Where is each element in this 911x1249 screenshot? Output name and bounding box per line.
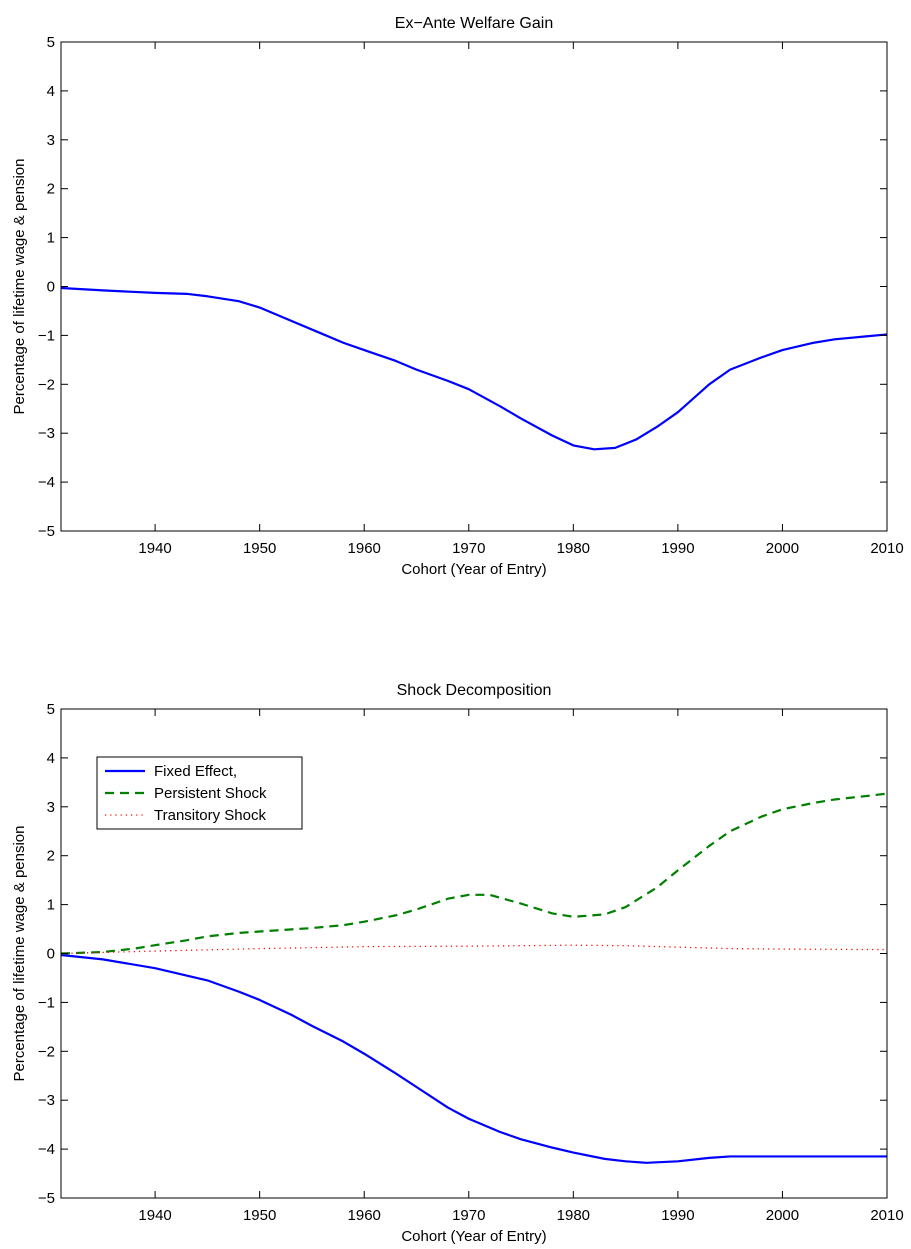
legend: Fixed Effect, Persistent Shock Transitory … <box>96 756 303 830</box>
x-tick-label: 1950 <box>243 1207 276 1224</box>
y-tick-label: 3 <box>47 132 55 149</box>
x-tick-label: 1990 <box>661 540 694 557</box>
x-tick-label: 1960 <box>348 540 381 557</box>
y-tick-label: 4 <box>47 750 55 767</box>
y-tick-label: −3 <box>38 1092 55 1109</box>
y-axis-label: Percentage of lifetime wage & pension <box>11 826 28 1082</box>
y-tick-label: −5 <box>38 1190 55 1207</box>
y-tick-label: −3 <box>38 425 55 442</box>
y-tick-label: 1 <box>47 230 55 247</box>
x-tick-label: 2010 <box>870 1207 903 1224</box>
series-line-1 <box>61 286 887 451</box>
x-tick-label: 1990 <box>661 1207 694 1224</box>
x-tick-label: 1980 <box>557 1207 590 1224</box>
chart-title: Ex−Ante Welfare Gain <box>395 15 553 32</box>
y-tick-label: −4 <box>38 1141 55 1158</box>
y-tick-label: −1 <box>38 994 55 1011</box>
legend-label: Fixed Effect, <box>154 763 237 780</box>
series-line-transitory-shock <box>61 944 887 955</box>
y-tick-label: 0 <box>47 279 55 296</box>
y-tick-label: −4 <box>38 474 55 491</box>
y-tick-label: −5 <box>38 523 55 540</box>
y-tick-label: 4 <box>47 83 55 100</box>
y-axis-label: Percentage of lifetime wage & pension <box>11 159 28 415</box>
x-tick-label: 1940 <box>138 1207 171 1224</box>
x-tick-label: 1970 <box>452 1207 485 1224</box>
y-tick-label: 2 <box>47 848 55 865</box>
y-tick-label: 1 <box>47 897 55 914</box>
chart-panel-1: Ex−Ante Welfare Gain 1940 1950 1960 1970 1980… <box>11 15 904 578</box>
y-tick-label: −1 <box>38 327 55 344</box>
x-tick-label: 2000 <box>766 1207 799 1224</box>
y-tick-label: 3 <box>47 799 55 816</box>
x-tick-label: 1970 <box>452 540 485 557</box>
chart-panel-2: Shock Decomposition 1940 1950 1960 1970 1980 1… <box>11 682 904 1245</box>
legend-box <box>96 756 303 830</box>
series-line-persistent-shock <box>61 792 887 955</box>
x-tick-label: 1940 <box>138 540 171 557</box>
y-tick-label: −2 <box>38 376 55 393</box>
legend-label: Transitory Shock <box>154 807 266 824</box>
series-line-fixed-effect <box>61 953 887 1164</box>
y-tick-label: 0 <box>47 946 55 963</box>
x-tick-label: 1960 <box>348 1207 381 1224</box>
x-tick-label: 2010 <box>870 540 903 557</box>
y-tick-label: 5 <box>47 34 55 51</box>
x-tick-label: 1980 <box>557 540 590 557</box>
chart-title: Shock Decomposition <box>397 682 552 699</box>
y-tick-label: 2 <box>47 181 55 198</box>
legend-label: Persistent Shock <box>154 785 267 802</box>
y-tick-label: 5 <box>47 701 55 718</box>
x-axis-label: Cohort (Year of Entry) <box>401 561 546 578</box>
x-tick-label: 1950 <box>243 540 276 557</box>
y-tick-label: −2 <box>38 1043 55 1060</box>
x-axis-label: Cohort (Year of Entry) <box>401 1228 546 1245</box>
x-tick-label: 2000 <box>766 540 799 557</box>
